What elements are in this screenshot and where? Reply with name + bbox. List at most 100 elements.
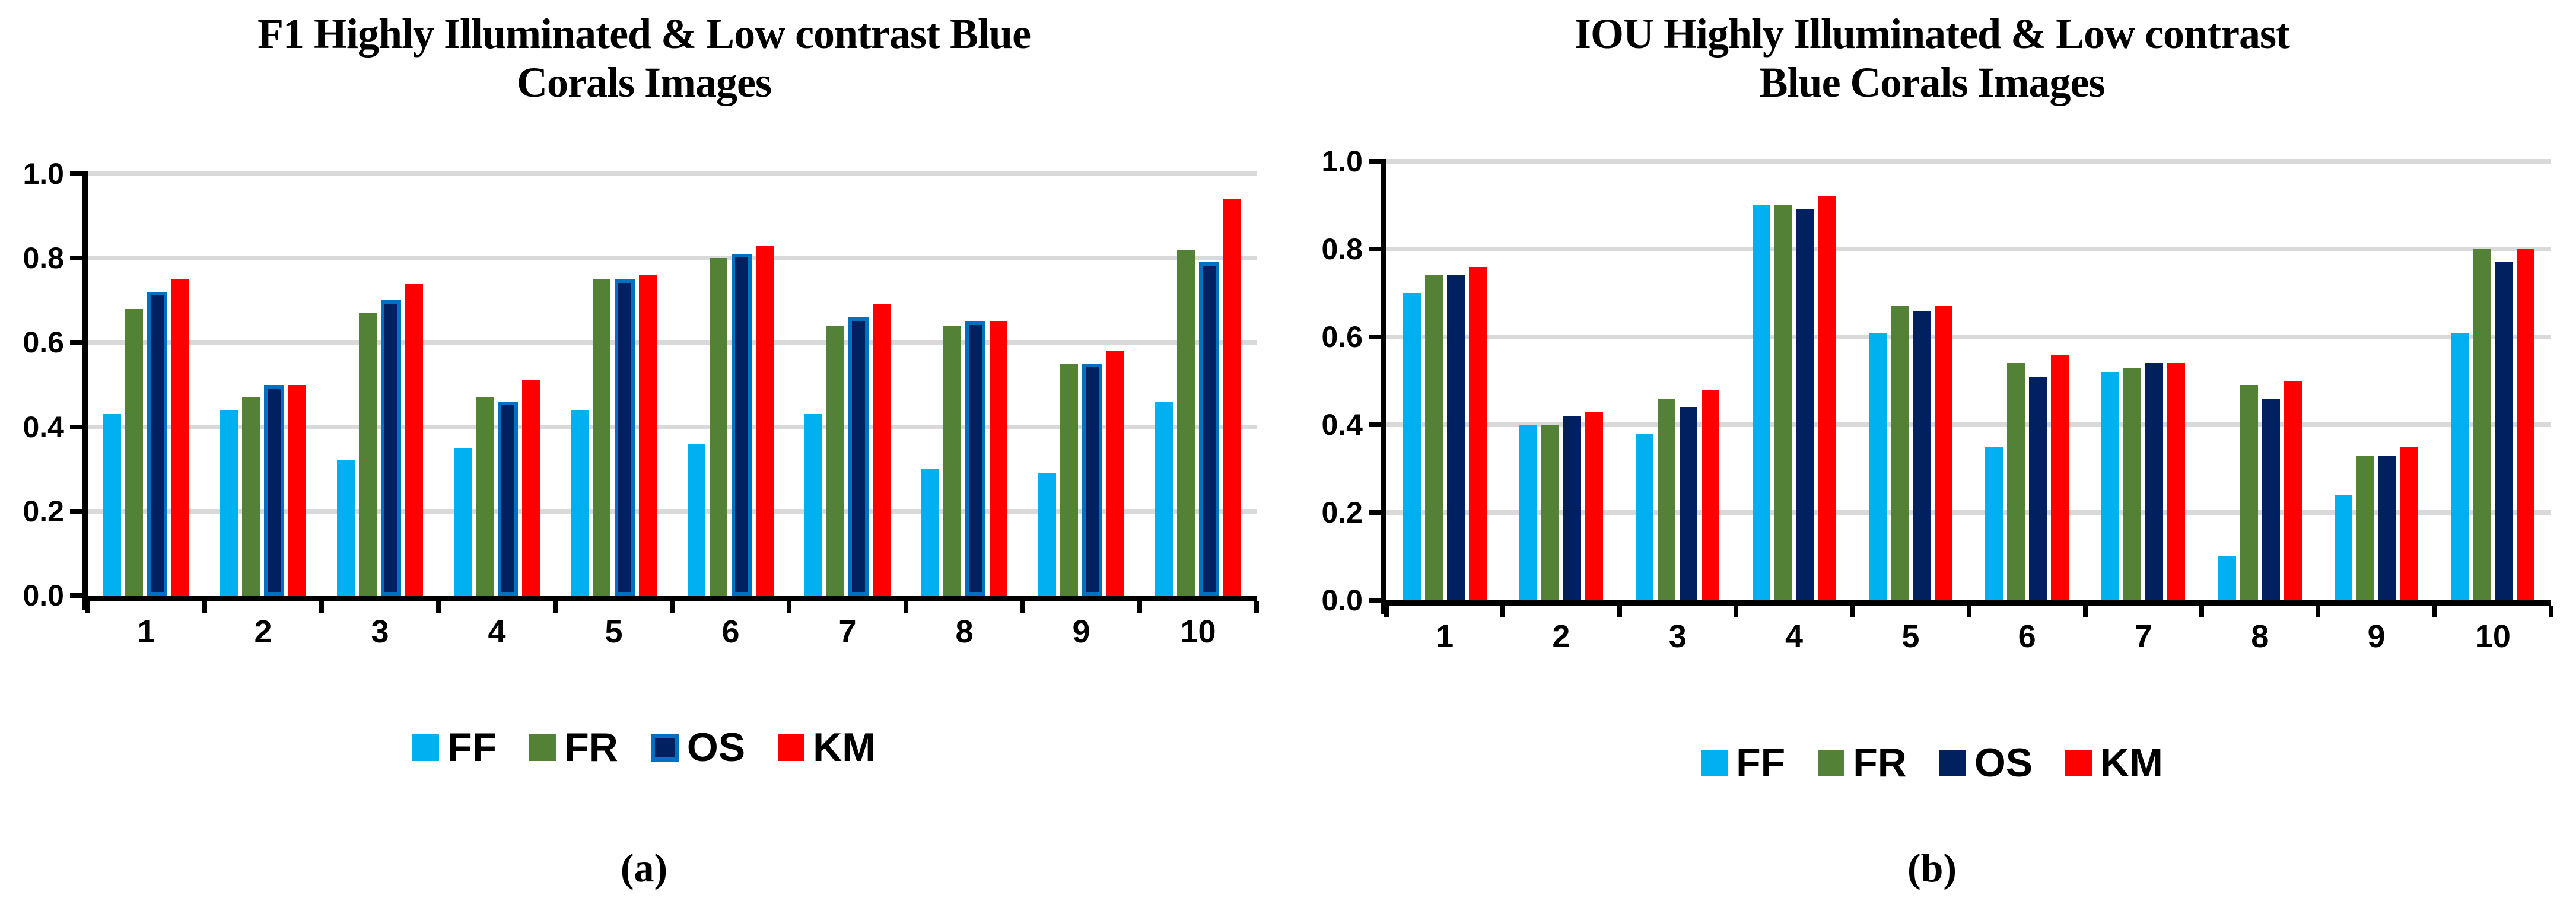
bar-os-9 (2378, 455, 2397, 600)
bar-fr-1 (125, 308, 143, 596)
bar-km-1 (171, 279, 189, 596)
chart-b-title-line-2: Blue Corals Images (1759, 59, 2106, 106)
bar-group-8 (2202, 161, 2318, 600)
gridline-0.6 (1386, 335, 2551, 339)
bar-group-1 (88, 174, 205, 596)
bar-os-6 (732, 254, 752, 596)
x-axis-tick-4 (1850, 606, 1855, 617)
bar-km-10 (1223, 199, 1241, 596)
gridline-0.2 (1386, 510, 2551, 515)
x-axis-line (82, 596, 1257, 601)
x-axis-tick-2 (319, 601, 324, 613)
y-axis-label-0.4: 0.4 (23, 410, 64, 444)
bar-km-9 (2400, 447, 2419, 600)
legend-label-os: OS (686, 725, 746, 770)
bar-group-6 (672, 174, 789, 596)
legend-item-km: KM (2065, 743, 2163, 783)
bar-fr-10 (2473, 249, 2491, 600)
x-axis-tick-7 (2199, 606, 2205, 617)
caption-a: (a) (620, 845, 668, 890)
bar-ff-3 (1636, 433, 1654, 600)
bar-fr-8 (943, 325, 961, 596)
legend-label-fr: FR (1853, 740, 1907, 785)
bar-km-6 (756, 245, 774, 596)
bar-fr-7 (826, 325, 844, 596)
bar-fr-8 (2240, 385, 2258, 600)
legend-swatch-fr (529, 734, 556, 761)
bar-group-7 (789, 174, 906, 596)
bar-ff-8 (921, 469, 939, 596)
bar-slots (1386, 161, 2551, 600)
bar-os-7 (848, 317, 869, 596)
bar-ff-7 (2101, 372, 2120, 600)
bar-fr-3 (359, 313, 377, 596)
bar-fr-10 (1177, 249, 1195, 596)
x-axis-tick-3 (1733, 606, 1738, 617)
bar-group-5 (555, 174, 672, 596)
bar-os-10 (2495, 262, 2513, 600)
legend-item-km: KM (778, 727, 876, 768)
bar-os-1 (147, 292, 167, 596)
chart-b-plot-area: 0.0 0.2 0.4 0.6 0.8 1.0 1 2 3 4 5 6 7 8 9 10 (1321, 145, 2553, 654)
x-axis-label-3: 3 (1668, 619, 1687, 654)
legend-swatch-km (778, 734, 805, 761)
x-axis-label-4: 4 (488, 614, 506, 649)
legend-label-fr: FR (564, 725, 618, 770)
y-axis-label-0.4: 0.4 (1321, 408, 1363, 441)
bar-ff-2 (220, 410, 238, 596)
bar-fr-7 (2123, 367, 2142, 600)
legend-label-km: KM (813, 725, 876, 770)
x-axis-tick-6 (2082, 606, 2088, 617)
x-axis-tick-1 (202, 601, 207, 613)
bar-group-1 (1386, 161, 1503, 600)
x-axis-tick-9 (1137, 601, 1142, 613)
x-axis-line (1381, 600, 2551, 606)
x-axis-labels: 1 2 3 4 5 6 7 8 9 10 (88, 613, 1257, 650)
x-axis-tick-10 (1254, 601, 1259, 613)
bar-km-2 (1585, 411, 1603, 600)
bar-group-4 (1736, 161, 1852, 600)
x-axis-label-1: 1 (1436, 619, 1454, 654)
legend-swatch-fr (1818, 749, 1845, 776)
x-axis-tick-10 (2549, 606, 2553, 617)
gridline-0.4 (88, 424, 1257, 429)
gridline-1.0 (1386, 159, 2551, 164)
bar-ff-2 (1519, 425, 1537, 600)
y-axis-label-0.6: 0.6 (23, 326, 64, 359)
x-axis-tick-9 (2432, 606, 2437, 617)
legend-swatch-os (650, 733, 679, 762)
bar-fr-2 (1541, 425, 1559, 600)
x-axis-label-10: 10 (1180, 614, 1216, 649)
legend-swatch-ff (412, 734, 440, 761)
bar-fr-9 (2356, 455, 2375, 600)
bar-group-2 (205, 174, 322, 596)
x-axis-label-8: 8 (2251, 619, 2269, 654)
x-axis-tick-0 (1384, 606, 1389, 617)
x-axis-tick-5 (1966, 606, 1971, 617)
chart-a-title: F1 Highly Illuminated & Low contrast Blu… (0, 9, 1288, 107)
bar-os-4 (1796, 209, 1814, 600)
x-axis-tick-8 (2316, 606, 2321, 617)
bar-km-4 (522, 380, 540, 596)
bar-os-5 (615, 279, 635, 596)
bar-km-7 (873, 304, 891, 596)
bar-os-2 (1563, 416, 1581, 600)
bar-ff-7 (804, 414, 822, 596)
x-axis-label-6: 6 (2018, 619, 2036, 654)
bar-km-3 (405, 283, 423, 596)
bar-km-9 (1106, 351, 1124, 596)
legend-swatch-km (2065, 749, 2092, 776)
y-axis-tick-1.0 (1369, 159, 1382, 164)
y-axis-tick-0.4 (1369, 422, 1382, 427)
y-axis-tick-0.8 (70, 256, 83, 261)
x-axis-tick-8 (1020, 601, 1025, 613)
x-axis-tick-7 (904, 601, 908, 613)
bar-group-3 (322, 174, 438, 596)
chart-a-title-line-1: F1 Highly Illuminated & Low contrast Blu… (257, 10, 1031, 58)
x-axis-label-9: 9 (1072, 614, 1090, 649)
bar-ff-10 (2451, 332, 2469, 600)
y-axis-line (1381, 159, 1386, 614)
bar-slots (88, 174, 1257, 596)
bar-os-8 (965, 321, 985, 596)
